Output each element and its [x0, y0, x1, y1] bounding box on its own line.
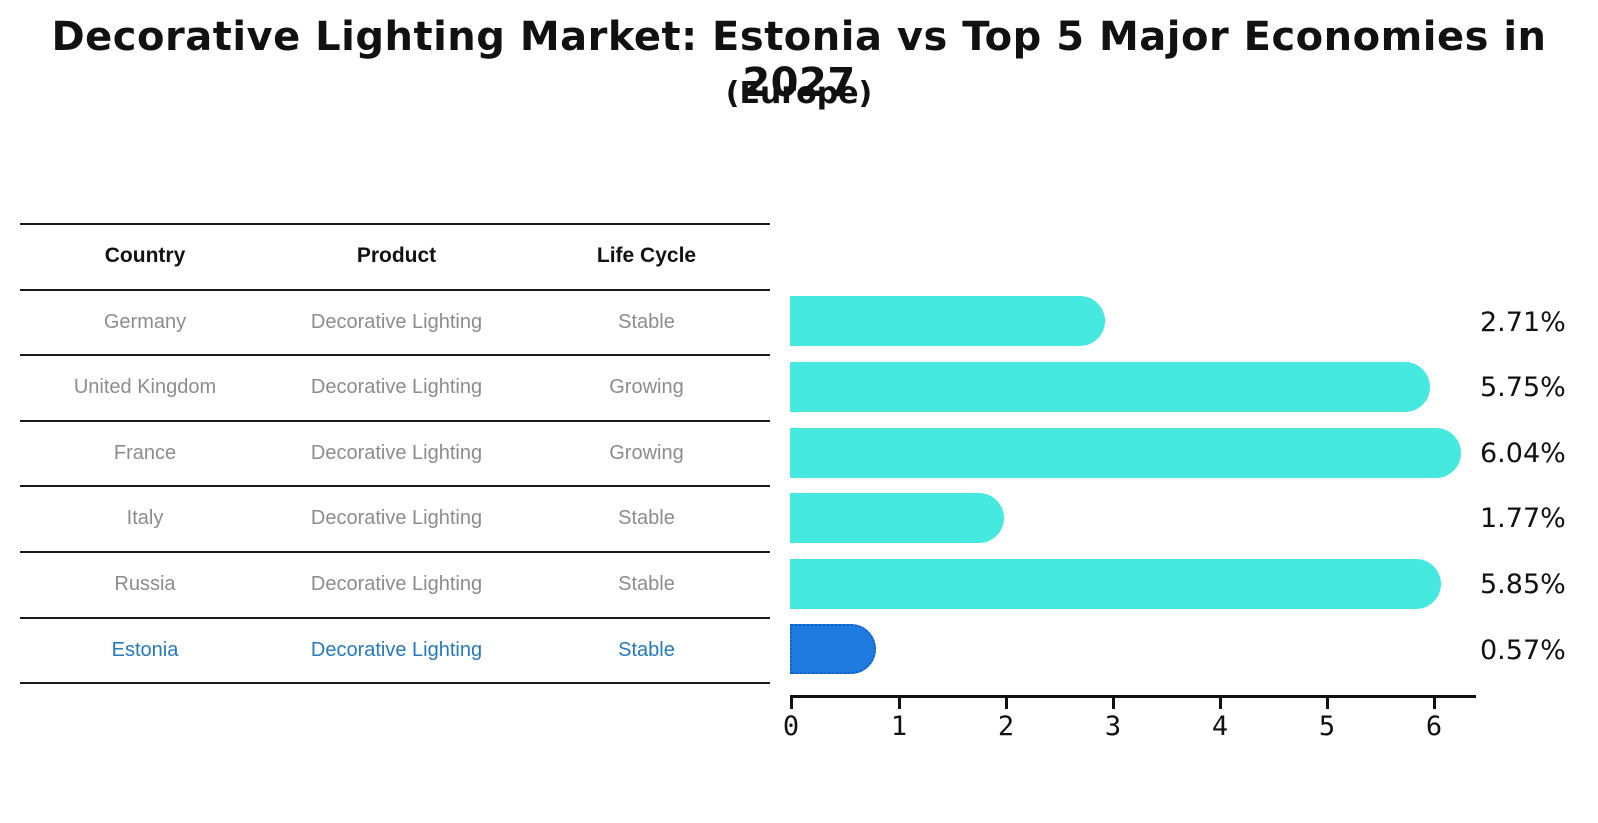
cell-life-cycle: Growing	[609, 375, 684, 398]
table-row: Russia Decorative Lighting Stable	[20, 551, 770, 617]
x-tick-label: 3	[1104, 711, 1122, 742]
cell-country: Germany	[103, 310, 187, 333]
column-header-life-cycle: Life Cycle	[596, 244, 697, 267]
table-separator-line	[20, 551, 770, 553]
x-tick-label: 1	[890, 711, 908, 742]
value-label: 6.04%	[1480, 437, 1566, 469]
cell-country: Estonia	[111, 638, 179, 661]
bar-russia	[790, 559, 1441, 609]
table-row: France Decorative Lighting Growing	[20, 420, 770, 486]
x-tick-mark	[1112, 698, 1115, 709]
table-separator-line	[20, 617, 770, 619]
x-tick-mark	[1005, 698, 1008, 709]
x-tick-mark	[1433, 698, 1436, 709]
table-row: Estonia Decorative Lighting Stable	[20, 617, 770, 683]
x-tick-label: 0	[782, 711, 800, 742]
bar-united-kingdom	[790, 362, 1430, 412]
cell-country: Italy	[126, 506, 164, 529]
table-separator-line	[20, 485, 770, 487]
bar-france	[790, 428, 1461, 478]
bar-italy	[790, 493, 1004, 543]
x-tick-mark	[790, 698, 793, 709]
cell-life-cycle: Stable	[618, 572, 675, 595]
value-label: 5.75%	[1480, 371, 1566, 403]
x-tick-mark	[1326, 698, 1329, 709]
x-tick-label: 4	[1211, 711, 1229, 742]
cell-product: Decorative Lighting	[310, 310, 483, 333]
value-label: 5.85%	[1480, 568, 1566, 600]
cell-product: Decorative Lighting	[310, 506, 483, 529]
cell-product: Decorative Lighting	[310, 638, 483, 661]
table-row: United Kingdom Decorative Lighting Growing	[20, 354, 770, 420]
cell-life-cycle: Growing	[609, 441, 684, 464]
cell-country: United Kingdom	[73, 375, 217, 398]
cell-life-cycle: Stable	[618, 506, 675, 529]
x-tick-mark	[898, 698, 901, 709]
cell-product: Decorative Lighting	[310, 375, 483, 398]
cell-product: Decorative Lighting	[310, 441, 483, 464]
x-tick-mark	[1219, 698, 1222, 709]
value-label: 1.77%	[1480, 502, 1566, 534]
table-separator-line	[20, 420, 770, 422]
table-separator-line	[20, 289, 770, 291]
bar-germany	[790, 296, 1105, 346]
cell-country: France	[113, 441, 177, 464]
table-separator-line	[20, 682, 770, 684]
table-row: Germany Decorative Lighting Stable	[20, 289, 770, 355]
bar-estonia	[790, 624, 876, 674]
cell-product: Decorative Lighting	[310, 572, 483, 595]
column-header-product: Product	[356, 244, 437, 267]
chart-title: Decorative Lighting Market: Estonia vs T…	[51, 14, 1547, 106]
chart-subtitle: (Europe)	[725, 76, 873, 111]
table-header-row: Country Product Life Cycle	[20, 223, 770, 289]
cell-life-cycle: Stable	[618, 638, 675, 661]
x-tick-label: 2	[997, 711, 1015, 742]
x-tick-label: 6	[1425, 711, 1443, 742]
x-tick-label: 5	[1318, 711, 1336, 742]
column-header-country: Country	[104, 244, 186, 267]
table-row: Italy Decorative Lighting Stable	[20, 485, 770, 551]
x-axis-spine	[790, 695, 1476, 698]
table-separator-line	[20, 223, 770, 225]
cell-life-cycle: Stable	[618, 310, 675, 333]
cell-country: Russia	[114, 572, 176, 595]
table-separator-line	[20, 354, 770, 356]
value-label: 2.71%	[1480, 306, 1566, 338]
value-label: 0.57%	[1480, 634, 1566, 666]
